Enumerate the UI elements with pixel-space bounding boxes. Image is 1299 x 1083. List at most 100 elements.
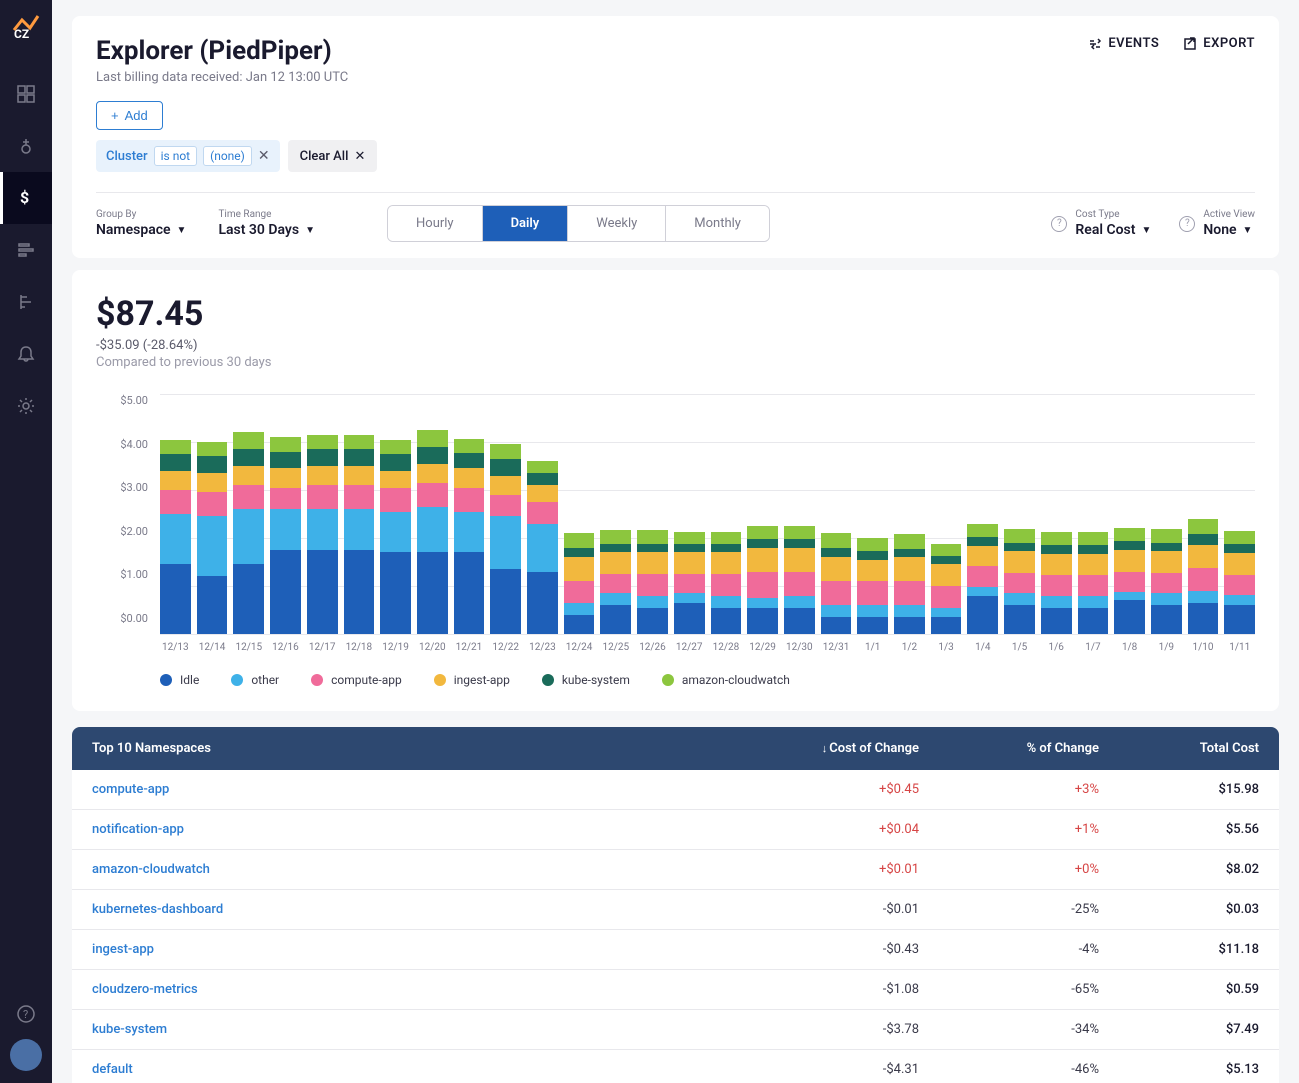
tab-daily[interactable]: Daily [483, 206, 569, 241]
chart-bar[interactable] [454, 394, 485, 634]
nav-help[interactable]: ? [0, 1005, 52, 1023]
chart-bar[interactable] [637, 394, 668, 634]
group-by-control[interactable]: Group By Namespace ▼ [96, 209, 186, 238]
row-name[interactable]: ingest-app [92, 942, 739, 957]
legend-item[interactable]: Idle [160, 673, 199, 687]
legend-item[interactable]: compute-app [311, 673, 402, 687]
tab-weekly[interactable]: Weekly [568, 206, 666, 241]
chart-bar[interactable] [1151, 394, 1182, 634]
chart-bar[interactable] [894, 394, 925, 634]
chart-bar[interactable] [160, 394, 191, 634]
chip-close-icon[interactable]: ✕ [258, 148, 270, 164]
bar-segment-idle [1151, 605, 1182, 634]
nav-budgets[interactable] [0, 224, 52, 276]
export-button[interactable]: EXPORT [1183, 36, 1255, 51]
col-cost-change[interactable]: ↓Cost of Change [739, 741, 919, 756]
legend-item[interactable]: amazon-cloudwatch [662, 673, 790, 687]
chart-bar[interactable] [1041, 394, 1072, 634]
logo[interactable]: CZ [8, 8, 44, 44]
help-icon[interactable]: ? [1179, 216, 1195, 232]
nav-explorer[interactable]: $ [0, 172, 52, 224]
user-avatar[interactable] [10, 1039, 42, 1071]
bar-segment-compute_app [527, 502, 558, 524]
table-row: kubernetes-dashboard-$0.01-25%$0.03 [72, 890, 1279, 930]
bar-segment-other [857, 605, 888, 617]
chart-bar[interactable] [1078, 394, 1109, 634]
chart-bar[interactable] [307, 394, 338, 634]
legend-item[interactable]: other [231, 673, 279, 687]
nav-insights[interactable] [0, 120, 52, 172]
bar-segment-ingest_app [931, 564, 962, 586]
time-range-control[interactable]: Time Range Last 30 Days ▼ [218, 209, 315, 238]
filter-chip[interactable]: Cluster is not (none) ✕ [96, 140, 280, 172]
bar-segment-amazon_cloudwatch [1151, 529, 1182, 542]
cost-type-label: Cost Type [1075, 209, 1151, 220]
chart-bar[interactable] [1224, 394, 1255, 634]
bar-segment-other [344, 509, 375, 550]
chart-bar[interactable] [564, 394, 595, 634]
legend-item[interactable]: ingest-app [434, 673, 510, 687]
chart-bar[interactable] [344, 394, 375, 634]
chart-bar[interactable] [1004, 394, 1035, 634]
events-button[interactable]: EVENTS [1088, 36, 1159, 51]
tab-monthly[interactable]: Monthly [666, 206, 769, 241]
bar-segment-ingest_app [380, 471, 411, 488]
add-filter-button[interactable]: + Add [96, 101, 163, 130]
row-name[interactable]: amazon-cloudwatch [92, 862, 739, 877]
bar-segment-amazon_cloudwatch [711, 532, 742, 544]
row-name[interactable]: compute-app [92, 782, 739, 797]
close-icon: ✕ [354, 149, 365, 164]
row-pct: -34% [919, 1022, 1099, 1037]
nav-alerts[interactable] [0, 328, 52, 380]
x-axis: 12/1312/1412/1512/1612/1712/1812/1912/20… [160, 642, 1255, 653]
row-name[interactable]: notification-app [92, 822, 739, 837]
legend-item[interactable]: kube-system [542, 673, 630, 687]
chart-bar[interactable] [1188, 394, 1219, 634]
bar-segment-kube_system [784, 539, 815, 548]
chart-bar[interactable] [380, 394, 411, 634]
x-tick: 12/28 [711, 642, 742, 653]
x-tick: 12/18 [344, 642, 375, 653]
chart-bar[interactable] [197, 394, 228, 634]
row-name[interactable]: kubernetes-dashboard [92, 902, 739, 917]
cost-type-control[interactable]: Cost Type Real Cost ▼ [1075, 209, 1151, 238]
chart-bar[interactable] [967, 394, 998, 634]
bar-segment-amazon_cloudwatch [637, 530, 668, 543]
chart-bar[interactable] [600, 394, 631, 634]
row-name[interactable]: default [92, 1062, 739, 1077]
chart-bar[interactable] [747, 394, 778, 634]
chart-bar[interactable] [233, 394, 264, 634]
bar-segment-amazon_cloudwatch [380, 440, 411, 454]
y-axis: $5.00$4.00$3.00$2.00$1.00$0.00 [96, 394, 156, 625]
nav-settings[interactable] [0, 380, 52, 432]
bar-segment-amazon_cloudwatch [931, 544, 962, 556]
nav-dashboard[interactable] [0, 68, 52, 120]
col-total-cost[interactable]: Total Cost [1099, 741, 1259, 756]
row-name[interactable]: cloudzero-metrics [92, 982, 739, 997]
nav-allocation[interactable] [0, 276, 52, 328]
active-view-control[interactable]: Active View None ▼ [1203, 209, 1255, 238]
col-pct-change[interactable]: % of Change [919, 741, 1099, 756]
chart-bar[interactable] [821, 394, 852, 634]
clear-all-button[interactable]: Clear All ✕ [288, 140, 378, 172]
chip-value: (none) [203, 146, 252, 166]
chart-bar[interactable] [1114, 394, 1145, 634]
chart-bar[interactable] [527, 394, 558, 634]
tab-hourly[interactable]: Hourly [388, 206, 483, 241]
bar-segment-ingest_app [967, 546, 998, 566]
chart-bar[interactable] [931, 394, 962, 634]
row-total: $11.18 [1099, 942, 1259, 957]
chart-bar[interactable] [417, 394, 448, 634]
row-change: +$0.45 [739, 782, 919, 797]
chart-bar[interactable] [674, 394, 705, 634]
bar-segment-ingest_app [160, 471, 191, 490]
help-icon[interactable]: ? [1051, 216, 1067, 232]
chart-bar[interactable] [270, 394, 301, 634]
x-tick: 12/29 [747, 642, 778, 653]
chart-bar[interactable] [711, 394, 742, 634]
chart-bar[interactable] [857, 394, 888, 634]
chart-bar[interactable] [490, 394, 521, 634]
chart-bar[interactable] [784, 394, 815, 634]
bar-segment-ingest_app [490, 476, 521, 495]
row-name[interactable]: kube-system [92, 1022, 739, 1037]
